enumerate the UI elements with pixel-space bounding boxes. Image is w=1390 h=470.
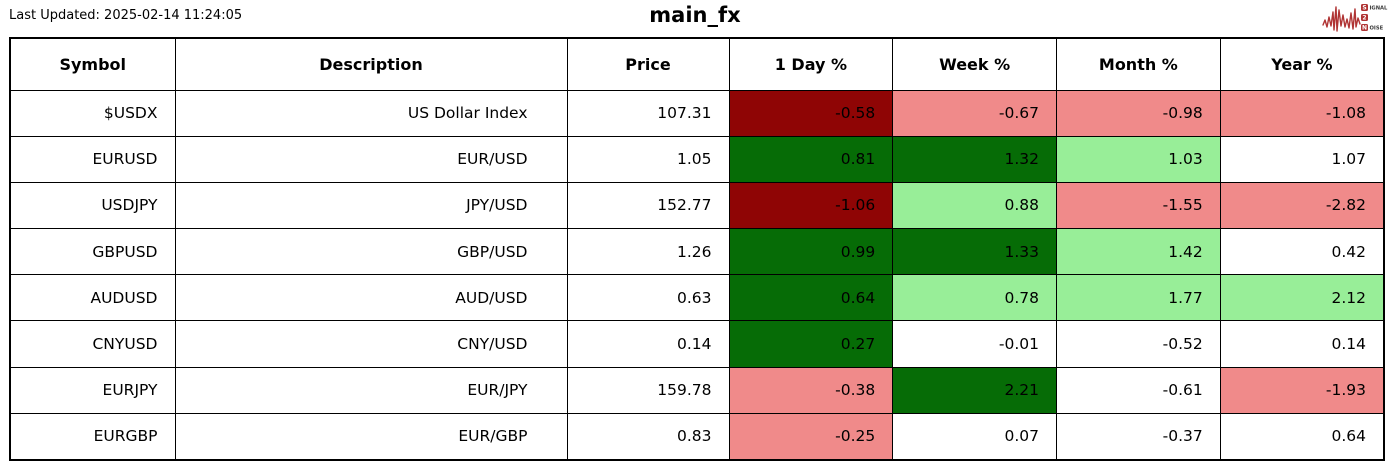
description-cell: US Dollar Index <box>174 89 568 137</box>
col-header-year: Year % <box>1219 37 1385 91</box>
price-cell: 1.05 <box>566 135 730 183</box>
pct-year-cell: -1.08 <box>1219 89 1385 137</box>
description-cell: JPY/USD <box>174 181 568 230</box>
description-cell: EUR/USD <box>174 135 568 183</box>
pct-week-cell: 1.32 <box>892 135 1057 183</box>
symbol-cell: USDJPY <box>9 181 176 230</box>
price-cell: 0.83 <box>566 412 730 461</box>
pct-month-cell: -0.98 <box>1056 89 1221 137</box>
pct-year-cell: 0.42 <box>1219 228 1385 276</box>
description-cell: EUR/JPY <box>174 366 568 414</box>
pct-month-cell: -0.37 <box>1056 412 1221 461</box>
symbol-cell: GBPUSD <box>9 228 176 276</box>
description-cell: GBP/USD <box>174 228 568 276</box>
pct-week-cell: -0.01 <box>892 320 1057 368</box>
col-header-month: Month % <box>1056 37 1221 91</box>
symbol-cell: $USDX <box>9 89 176 137</box>
table-row: GBPUSD GBP/USD 1.26 0.99 1.33 1.42 0.42 <box>9 228 1385 276</box>
header-row: Symbol Description Price 1 Day % Week % … <box>9 37 1385 91</box>
symbol-cell: CNYUSD <box>9 320 176 368</box>
pct-week-cell: 0.78 <box>892 274 1057 322</box>
pct-month-cell: -0.61 <box>1056 366 1221 414</box>
col-header-description: Description <box>174 37 568 91</box>
col-header-symbol: Symbol <box>9 37 176 91</box>
pct-1day-cell: -1.06 <box>728 181 894 230</box>
waveform-icon: S IGNAL 2 N OISE <box>1322 4 1389 32</box>
pct-1day-cell: 0.99 <box>728 228 894 276</box>
pct-week-cell: 2.21 <box>892 366 1057 414</box>
description-cell: AUD/USD <box>174 274 568 322</box>
pct-1day-cell: 0.27 <box>728 320 894 368</box>
logo-word-noise: OISE <box>1370 26 1384 32</box>
logo-word-signal: IGNAL <box>1370 6 1389 12</box>
pct-1day-cell: -0.38 <box>728 366 894 414</box>
description-cell: CNY/USD <box>174 320 568 368</box>
pct-month-cell: -0.52 <box>1056 320 1221 368</box>
table-row: EURUSD EUR/USD 1.05 0.81 1.32 1.03 1.07 <box>9 135 1385 183</box>
pct-month-cell: 1.77 <box>1056 274 1221 322</box>
pct-year-cell: 1.07 <box>1219 135 1385 183</box>
table-row: $USDX US Dollar Index 107.31 -0.58 -0.67… <box>9 89 1385 137</box>
pct-week-cell: 1.33 <box>892 228 1057 276</box>
table-row: AUDUSD AUD/USD 0.63 0.64 0.78 1.77 2.12 <box>9 274 1385 322</box>
col-header-1day: 1 Day % <box>728 37 894 91</box>
pct-year-cell: 2.12 <box>1219 274 1385 322</box>
symbol-cell: AUDUSD <box>9 274 176 322</box>
price-cell: 152.77 <box>566 181 730 230</box>
pct-1day-cell: 0.64 <box>728 274 894 322</box>
pct-week-cell: 0.07 <box>892 412 1057 461</box>
price-cell: 1.26 <box>566 228 730 276</box>
fx-table: Symbol Description Price 1 Day % Week % … <box>9 37 1385 461</box>
pct-week-cell: 0.88 <box>892 181 1057 230</box>
col-header-price: Price <box>566 37 730 91</box>
signal2noise-logo: S IGNAL 2 N OISE <box>1322 1 1388 35</box>
price-cell: 0.63 <box>566 274 730 322</box>
last-updated-label: Last Updated: 2025-02-14 11:24:05 <box>9 8 243 23</box>
pct-1day-cell: -0.25 <box>728 412 894 461</box>
logo-letter-s: S <box>1362 5 1366 12</box>
pct-year-cell: -1.93 <box>1219 366 1385 414</box>
col-header-week: Week % <box>892 37 1057 91</box>
logo-letter-n: N <box>1362 25 1367 32</box>
pct-month-cell: -1.55 <box>1056 181 1221 230</box>
symbol-cell: EURJPY <box>9 366 176 414</box>
pct-1day-cell: -0.58 <box>728 89 894 137</box>
pct-year-cell: 0.14 <box>1219 320 1385 368</box>
price-cell: 0.14 <box>566 320 730 368</box>
table-row: EURJPY EUR/JPY 159.78 -0.38 2.21 -0.61 -… <box>9 366 1385 414</box>
price-cell: 107.31 <box>566 89 730 137</box>
table-row: CNYUSD CNY/USD 0.14 0.27 -0.01 -0.52 0.1… <box>9 320 1385 368</box>
table-row: USDJPY JPY/USD 152.77 -1.06 0.88 -1.55 -… <box>9 181 1385 230</box>
pct-1day-cell: 0.81 <box>728 135 894 183</box>
description-cell: EUR/GBP <box>174 412 568 461</box>
pct-month-cell: 1.42 <box>1056 228 1221 276</box>
pct-year-cell: -2.82 <box>1219 181 1385 230</box>
page-title: main_fx <box>649 3 741 27</box>
symbol-cell: EURGBP <box>9 412 176 461</box>
symbol-cell: EURUSD <box>9 135 176 183</box>
table-row: EURGBP EUR/GBP 0.83 -0.25 0.07 -0.37 0.6… <box>9 412 1385 461</box>
pct-month-cell: 1.03 <box>1056 135 1221 183</box>
pct-week-cell: -0.67 <box>892 89 1057 137</box>
price-cell: 159.78 <box>566 366 730 414</box>
logo-digit-2: 2 <box>1362 15 1366 22</box>
pct-year-cell: 0.64 <box>1219 412 1385 461</box>
